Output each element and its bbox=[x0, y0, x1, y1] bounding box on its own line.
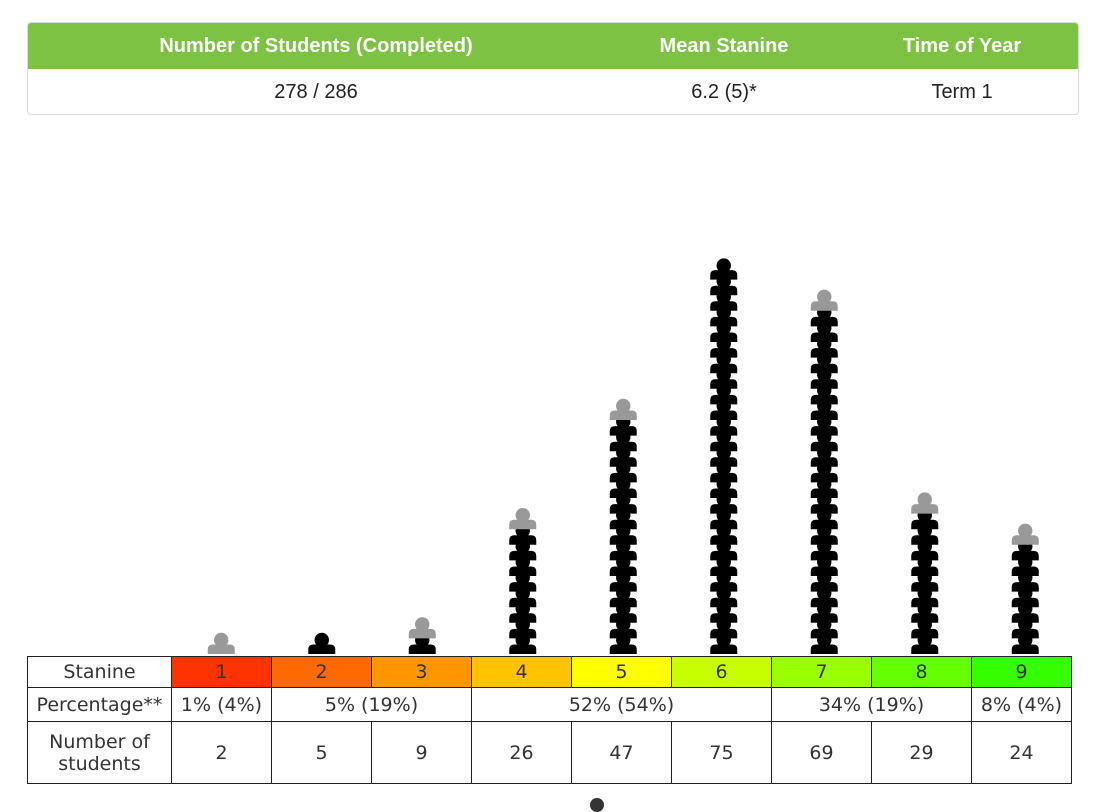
stanine-cell: 6 bbox=[671, 656, 772, 688]
count-cell: 75 bbox=[671, 721, 772, 784]
percentage-cell: 8% (4%) bbox=[971, 687, 1072, 722]
stanine-cell: 1 bbox=[171, 656, 272, 688]
partial-student-icon bbox=[911, 492, 939, 514]
percentage-row-label: Percentage** bbox=[27, 687, 172, 722]
stanine-row: Stanine 1 2 3 4 5 6 7 8 9 bbox=[27, 656, 1072, 688]
count-cell: 47 bbox=[571, 721, 672, 784]
percentage-cell: 34% (19%) bbox=[771, 687, 972, 722]
count-cell: 29 bbox=[871, 721, 972, 784]
stanine-cell: 8 bbox=[871, 656, 972, 688]
percentage-cell: 1% (4%) bbox=[171, 687, 272, 722]
students-header: Number of Students (Completed) bbox=[159, 35, 473, 57]
stanine-cell: 3 bbox=[371, 656, 472, 688]
percentage-row: Percentage** 1% (4%) 5% (19%) 52% (54%) … bbox=[27, 687, 1072, 722]
count-cell: 26 bbox=[471, 721, 572, 784]
number-row-label-line1: Number of bbox=[49, 730, 150, 753]
count-cell: 9 bbox=[371, 721, 472, 784]
student-icon bbox=[308, 632, 336, 654]
stanine-table: Stanine 1 2 3 4 5 6 7 8 9 Percentage** 1… bbox=[27, 656, 1072, 784]
partial-student-icon bbox=[1011, 523, 1039, 545]
pictograph-chart bbox=[207, 258, 1039, 654]
number-of-students-row: Number of students 2 5 9 26 47 75 69 29 … bbox=[27, 721, 1072, 784]
stanine-row-label: Stanine bbox=[27, 656, 172, 688]
partial-student-icon bbox=[509, 508, 537, 530]
partial-student-icon bbox=[207, 632, 235, 654]
students-value: 278 / 286 bbox=[274, 81, 358, 103]
mean-stanine-value: 6.2 (5)* bbox=[691, 81, 757, 103]
partial-student-icon bbox=[609, 398, 637, 420]
summary-values: 278 / 286 6.2 (5)* Term 1 bbox=[28, 69, 1078, 114]
mean-stanine-header: Mean Stanine bbox=[659, 35, 789, 57]
partial-student-icon bbox=[810, 289, 838, 311]
stanine-cell: 5 bbox=[571, 656, 672, 688]
number-row-label-line2: students bbox=[58, 752, 141, 775]
summary-panel: Number of Students (Completed) Mean Stan… bbox=[27, 22, 1079, 115]
stanine-cell: 9 bbox=[971, 656, 1072, 688]
stanine-cell: 4 bbox=[471, 656, 572, 688]
count-cell: 24 bbox=[971, 721, 1072, 784]
time-of-year-header: Time of Year bbox=[902, 35, 1022, 57]
student-icon bbox=[710, 258, 738, 280]
percentage-cell: 5% (19%) bbox=[271, 687, 472, 722]
time-of-year-value: Term 1 bbox=[931, 81, 993, 103]
partial-icon-edge bbox=[590, 798, 604, 812]
count-cell: 2 bbox=[171, 721, 272, 784]
number-row-label: Number of students bbox=[27, 721, 172, 784]
stanine-cell: 2 bbox=[271, 656, 372, 688]
count-cell: 5 bbox=[271, 721, 372, 784]
stanine-cell: 7 bbox=[771, 656, 872, 688]
partial-student-icon bbox=[408, 617, 436, 639]
count-cell: 69 bbox=[771, 721, 872, 784]
percentage-cell: 52% (54%) bbox=[471, 687, 772, 722]
summary-header: Number of Students (Completed) Mean Stan… bbox=[28, 23, 1078, 69]
